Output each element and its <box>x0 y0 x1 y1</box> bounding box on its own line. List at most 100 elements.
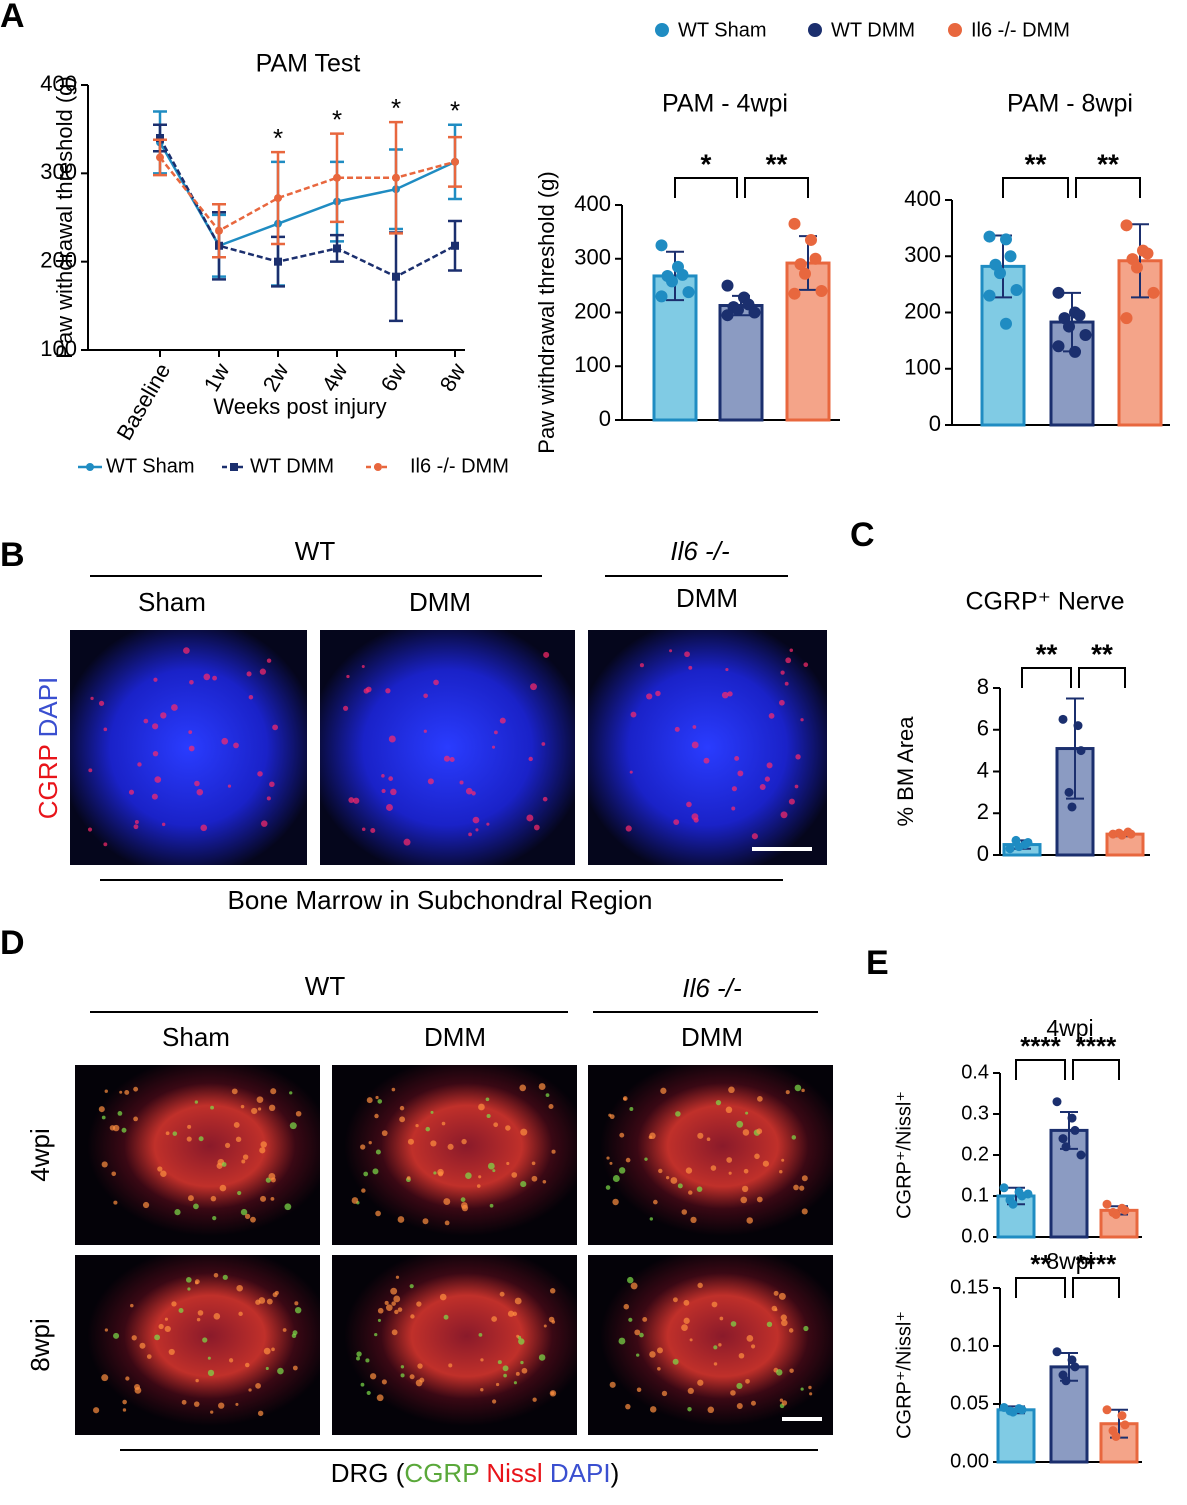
texture <box>687 1407 692 1412</box>
marker <box>156 153 164 162</box>
texture <box>606 1156 610 1160</box>
y-tick-label: 6 <box>977 716 989 741</box>
texture <box>460 1202 468 1209</box>
data-point <box>805 233 817 246</box>
texture <box>385 688 391 694</box>
stain-dapi: DAPI <box>33 677 63 738</box>
micrograph <box>332 1255 577 1435</box>
error-bar <box>1066 697 1084 800</box>
texture <box>619 1132 625 1138</box>
texture <box>154 1334 161 1341</box>
texture <box>233 742 239 749</box>
texture <box>374 1332 378 1337</box>
column-label: DMM <box>681 1022 743 1052</box>
texture <box>193 1203 199 1210</box>
y-tick-label: 400 <box>574 191 611 216</box>
texture <box>741 1185 749 1193</box>
bar <box>718 304 764 422</box>
texture <box>730 1390 736 1396</box>
texture <box>713 1362 718 1366</box>
texture <box>390 788 397 796</box>
texture <box>660 1087 667 1094</box>
texture <box>646 693 653 700</box>
texture <box>430 1110 434 1114</box>
texture <box>375 1149 381 1155</box>
texture <box>686 801 692 808</box>
x-tick-label: 6w <box>376 359 412 396</box>
texture <box>669 649 673 653</box>
y-tick-label: 100 <box>904 355 941 380</box>
texture <box>673 819 680 826</box>
data-point <box>1017 1405 1027 1415</box>
bracket <box>1075 177 1141 198</box>
texture <box>268 1172 276 1180</box>
data-point <box>788 287 801 300</box>
texture <box>111 1171 117 1177</box>
texture <box>784 681 789 686</box>
texture <box>764 776 771 782</box>
data-point <box>1052 340 1065 353</box>
texture <box>235 1136 242 1143</box>
chart-title: PAM - 8wpi <box>1007 90 1133 118</box>
texture <box>200 824 208 832</box>
texture <box>742 1129 750 1136</box>
legend-marker <box>86 463 94 471</box>
texture <box>375 1210 381 1217</box>
texture <box>260 1195 267 1202</box>
data-point <box>794 258 807 271</box>
texture <box>785 657 792 664</box>
texture <box>639 663 644 668</box>
texture <box>399 1116 406 1123</box>
texture <box>736 1120 744 1128</box>
bar <box>996 1408 1036 1464</box>
annotation: * <box>332 104 342 134</box>
x-tick-label: 8w <box>435 359 471 396</box>
texture <box>399 1105 405 1111</box>
texture <box>531 1161 536 1166</box>
texture <box>222 1274 228 1280</box>
texture <box>282 1328 287 1332</box>
texture <box>365 1358 370 1363</box>
texture <box>809 1392 813 1396</box>
data-point <box>983 289 996 302</box>
texture <box>743 1168 749 1174</box>
annotation: * <box>273 123 283 153</box>
legend-marker <box>374 463 382 471</box>
texture <box>109 1125 116 1131</box>
data-point <box>676 268 689 281</box>
texture <box>515 1371 520 1376</box>
texture <box>734 755 740 761</box>
texture <box>681 1324 688 1331</box>
texture <box>718 1343 722 1347</box>
y-tick-label: 4 <box>977 757 989 782</box>
group-label: WT <box>295 536 336 566</box>
texture <box>649 1406 657 1413</box>
series-line <box>158 141 456 248</box>
texture <box>259 1147 266 1154</box>
marker <box>333 244 341 253</box>
texture <box>625 1403 631 1410</box>
texture <box>491 745 496 749</box>
texture <box>542 796 548 802</box>
error-bar <box>1131 223 1149 299</box>
texture <box>628 1317 633 1322</box>
texture <box>609 1114 615 1120</box>
texture <box>677 1183 683 1189</box>
texture <box>460 1197 466 1203</box>
texture <box>348 797 355 803</box>
texture <box>776 1369 783 1376</box>
data-point <box>1120 1205 1130 1215</box>
texture <box>754 1153 760 1160</box>
texture <box>756 1128 763 1135</box>
texture <box>516 1334 520 1338</box>
texture <box>196 1317 201 1322</box>
texture <box>241 1159 246 1164</box>
annotation: * <box>450 96 460 126</box>
texture <box>533 824 540 831</box>
data-point <box>1067 1113 1077 1123</box>
texture <box>186 1136 192 1142</box>
texture <box>395 1275 400 1279</box>
data-point <box>1120 219 1133 232</box>
texture <box>808 1385 812 1390</box>
group-label: WT <box>305 971 346 1001</box>
